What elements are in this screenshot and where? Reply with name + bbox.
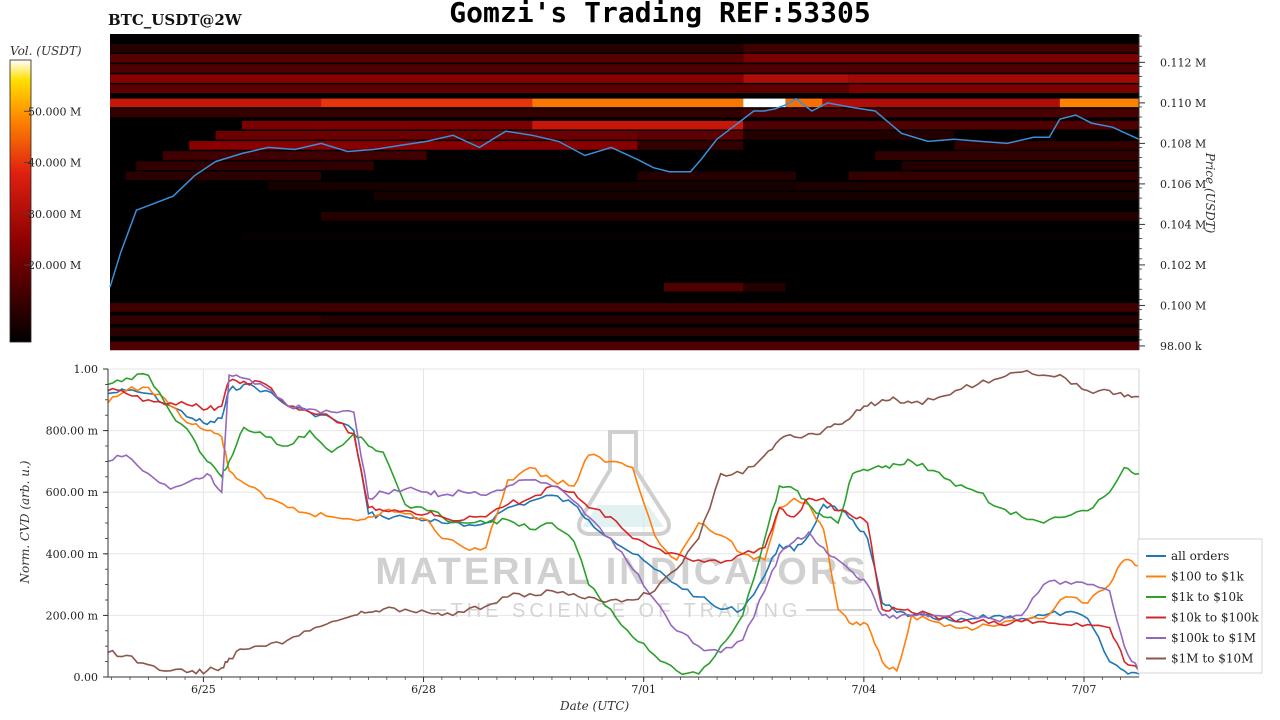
heatmap-cell [241,120,533,130]
cvd-y-tick-label: 400.00 m [46,548,99,561]
cvd-x-tick-label: 7/04 [851,683,876,696]
cvd-series-line [107,369,1140,675]
cvd-y-tick-label: 600.00 m [46,486,99,499]
heatmap-cell [321,98,533,108]
price-line [109,97,1140,288]
colorbar-tick-label: 50.000 M [28,105,81,118]
heatmap-cell [110,54,744,63]
colorbar-label: Vol. (USDT) [10,44,82,58]
heatmap-cell [268,181,796,191]
heatmap-cell [162,151,427,160]
pair-label: BTC_USDT@2W [108,11,242,29]
heatmap-cell [189,141,638,150]
legend-label: $1k to $10k [1171,590,1244,604]
heatmap-cell [110,74,744,83]
cvd-y-tick-label: 800.00 m [46,425,99,438]
legend: all orders $100 to $1k $1k to $10k $10k to … [1137,538,1263,674]
heatmap-cell [110,315,322,324]
price-tick-label: 98.00 k [1160,340,1202,353]
price-tick-label: 0.104 M [1160,218,1206,231]
cvd-series-line [107,374,1140,672]
colorbar [9,59,32,343]
heatmap-cell [110,98,322,108]
heatmap-cell [637,141,744,150]
heatmap-cell [215,130,638,140]
heatmap-cell [796,181,1139,191]
heatmap-cell [901,161,1139,170]
price-tick-label: 0.102 M [1160,259,1206,272]
heatmap-cell [743,120,1139,130]
heatmap-cell [110,84,849,93]
heatmap-cell [241,232,1139,241]
cvd-series-line [107,386,1140,673]
heatmap-cell [743,54,1139,63]
legend-label: $1M to $10M [1171,652,1253,666]
cvd-x-tick-label: 6/28 [411,683,436,696]
heatmap-cell [110,327,1139,337]
heatmap-cell [785,98,823,108]
legend-label: $100k to $1M [1171,631,1256,645]
heatmap-cell [875,151,1139,160]
price-tick-label: 0.110 M [1160,97,1206,110]
price-tick-label: 0.112 M [1160,56,1206,69]
cvd-y-tick-label: 200.00 m [46,609,99,622]
cvd-x-tick-label: 7/07 [1072,683,1097,696]
watermark-line1: MATERIAL INDICATORS [375,551,868,593]
heatmap-cell [637,130,744,140]
heatmap-cell [110,43,744,53]
heatmap-cell [110,108,744,118]
price-tick-label: 0.108 M [1160,137,1206,150]
heatmap-cell [136,161,374,170]
colorbar-tick-label: 40.000 M [28,157,81,170]
cvd-y-tick-label: 0.00 [74,671,99,684]
heatmap-cell [373,191,1139,201]
price-tick-label: 0.106 M [1160,178,1206,191]
watermark: MATERIAL INDICATORS THE SCIENCE OF TRADI… [375,430,872,622]
price-tick-label: 0.100 M [1160,299,1206,312]
cvd-series-line [107,372,1140,676]
heatmap-cell [110,64,1139,73]
heatmap-cell [125,171,322,181]
heatmap-cell [954,141,1139,150]
heatmap-cell [848,171,1139,181]
heatmap-cell [848,84,1139,93]
legend-label: $10k to $100k [1171,611,1259,625]
heatmap-cell [743,43,1139,53]
cvd-series-line [107,378,1140,672]
heatmap-cell [637,171,796,181]
heatmap-cell [743,282,786,292]
heatmap-cell [1059,98,1139,108]
legend-label: $100 to $1k [1171,570,1244,584]
date-axis-label: Date (UTC) [560,699,630,713]
heatmap-cell [743,108,1139,118]
heatmap-cell [321,212,1140,221]
heatmap-cell [848,74,1139,83]
legend-label: all orders [1171,549,1229,563]
cvd-y-tick-label: 1.00 [74,363,99,376]
heatmap-cell [110,341,1139,351]
heatmap-cell [110,303,1139,312]
heatmap-cell [743,98,786,108]
colorbar-tick-label: 20.000 M [28,259,81,272]
heatmap-cell [664,282,744,292]
watermark-line2: THE SCIENCE OF TRADING [451,600,802,622]
heatmap-cell [532,98,744,108]
cvd-x-tick-label: 7/01 [631,683,656,696]
cvd-x-tick-label: 6/25 [191,683,216,696]
heatmap-cell [532,120,744,130]
colorbar-tick-label: 30.000 M [28,208,81,221]
chart-title: Gomzi's Trading REF:53305 [449,0,871,29]
heatmap-cell [321,315,1140,324]
heatmap-cell [822,98,1060,108]
heatmap-cell [743,74,849,83]
heatmap-cell [743,130,955,140]
